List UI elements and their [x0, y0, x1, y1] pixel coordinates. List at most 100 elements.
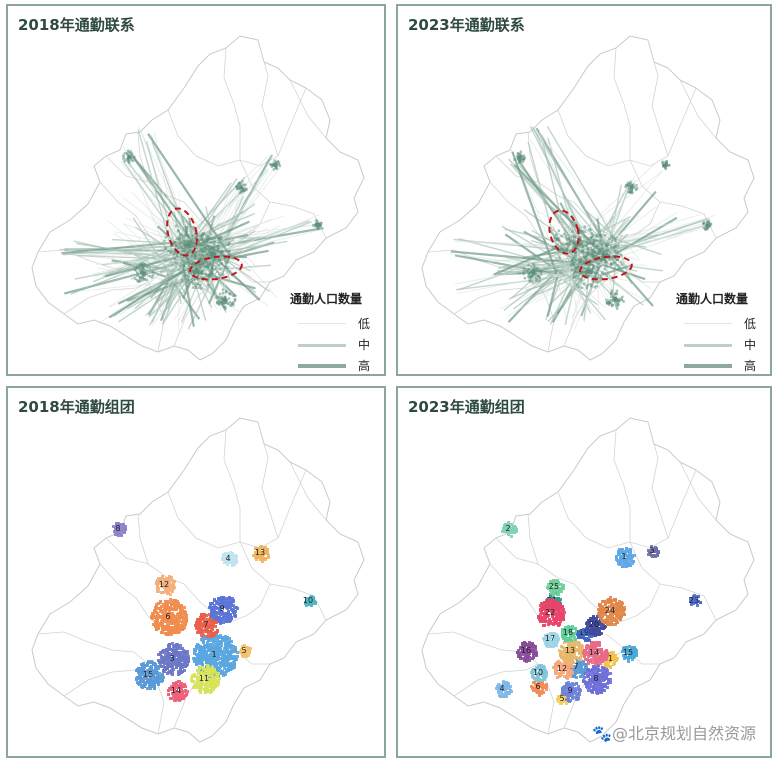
commute-links-map-2023 — [421, 35, 755, 361]
commute-density-cell — [175, 248, 179, 252]
commute-density-cell — [605, 249, 608, 253]
commute-density-cell — [212, 264, 215, 267]
commute-density-cell — [140, 264, 143, 267]
cluster-cell-12 — [163, 585, 166, 588]
commute-density-cell — [204, 273, 208, 276]
cluster-cell-9 — [224, 615, 227, 618]
cluster-cell-13 — [266, 552, 269, 555]
commute-density-cell — [572, 276, 576, 279]
commute-density-cell — [269, 163, 272, 166]
cluster-cell-6 — [152, 616, 155, 619]
commute-flow-line — [139, 247, 205, 279]
cluster-cell-3 — [178, 652, 181, 655]
cluster-cell-13 — [264, 558, 267, 561]
cluster-label-10: 10 — [303, 596, 313, 605]
commute-density-cell — [527, 275, 530, 279]
cluster-cell-1 — [233, 666, 236, 669]
commute-density-cell — [130, 158, 133, 162]
cluster-cell-6 — [159, 601, 162, 604]
cluster-cell-11 — [199, 690, 202, 693]
cluster-cell-12 — [566, 671, 569, 674]
commute-density-cell — [221, 288, 225, 291]
cluster-label-3: 3 — [169, 654, 174, 663]
commute-density-cell — [275, 164, 278, 167]
cluster-cell-1 — [225, 647, 228, 650]
legend-label-mid: 中 — [358, 338, 371, 352]
commute-density-cell — [195, 269, 199, 272]
cluster-cell-12 — [563, 661, 566, 664]
cluster-cell-6 — [537, 686, 540, 689]
commute-density-cell — [604, 259, 608, 263]
commute-density-cell — [527, 267, 531, 271]
cluster-cell-3 — [160, 661, 163, 664]
commute-flow-line — [450, 250, 570, 264]
cluster-cell-9 — [228, 599, 231, 602]
legend-item-low: 低 — [676, 315, 756, 336]
cluster-cell-9 — [225, 599, 228, 602]
commute-density-cell — [523, 276, 527, 280]
commute-density-cell — [174, 244, 178, 247]
cluster-cell-1 — [219, 662, 222, 665]
commute-density-cell — [209, 248, 212, 251]
commute-density-cell — [629, 185, 633, 188]
cluster-cell-1 — [629, 559, 632, 562]
commute-density-cell — [311, 224, 315, 227]
commute-flow-line — [458, 238, 591, 276]
cluster-cell-3 — [171, 666, 174, 669]
commute-density-cell — [227, 241, 231, 245]
commute-density-cell — [242, 189, 245, 192]
commute-density-cell — [596, 268, 600, 272]
cluster-cell-12 — [557, 663, 560, 666]
cluster-cell-11 — [611, 656, 614, 659]
commute-density-cell — [140, 279, 144, 282]
commute-density-cell — [192, 271, 196, 274]
cluster-cell-6 — [177, 602, 180, 605]
cluster-cell-12 — [570, 669, 573, 672]
commute-flow-line — [605, 251, 654, 307]
commute-density-cell — [516, 156, 520, 159]
commute-density-cell — [191, 262, 194, 266]
cluster-cell-14 — [172, 694, 175, 697]
commute-density-cell — [621, 295, 624, 299]
cluster-cell-11 — [214, 677, 217, 680]
commute-density-cell — [513, 158, 516, 161]
commute-density-cell — [207, 247, 211, 250]
cluster-cell-6 — [533, 681, 536, 684]
cluster-cell-1 — [224, 644, 227, 647]
cluster-cell-7 — [199, 629, 202, 632]
cluster-cell-3 — [180, 663, 183, 666]
cluster-cell-9 — [225, 603, 228, 606]
cluster-cell-1 — [206, 662, 209, 665]
cluster-cell-14 — [178, 680, 181, 683]
commute-density-cell — [521, 160, 525, 164]
commute-density-cell — [589, 259, 592, 262]
commute-density-cell — [704, 225, 707, 229]
cluster-cell-1 — [198, 654, 201, 657]
commute-density-cell — [186, 260, 190, 264]
commute-links-map-2018 — [31, 35, 365, 361]
cluster-cell-14 — [181, 697, 184, 700]
cluster-cell-8 — [593, 681, 596, 684]
panel-title: 2023年通勤联系 — [408, 16, 525, 34]
cluster-cell-1 — [228, 640, 231, 643]
cluster-cell-12 — [166, 592, 169, 595]
commute-density-cell — [665, 162, 669, 165]
commute-density-cell — [179, 241, 183, 244]
cluster-cell-6 — [182, 627, 185, 630]
commute-density-cell — [586, 274, 590, 277]
cluster-cell-14 — [594, 661, 597, 664]
district-line — [257, 39, 279, 157]
cluster-cell-14 — [167, 689, 170, 692]
cluster-cell-3 — [168, 643, 171, 646]
cluster-cell-1 — [236, 655, 239, 658]
legend-label-low: 低 — [358, 317, 371, 331]
cluster-cell-9 — [219, 599, 222, 602]
cluster-cell-14 — [597, 648, 600, 651]
commute-density-cell — [181, 241, 185, 245]
cluster-cell-14 — [599, 660, 602, 663]
cluster-cell-14 — [599, 651, 602, 654]
cluster-cell-1 — [210, 660, 213, 663]
cluster-cell-1 — [201, 646, 204, 649]
commute-density-cell — [578, 231, 582, 235]
commute-density-cell — [277, 161, 281, 164]
